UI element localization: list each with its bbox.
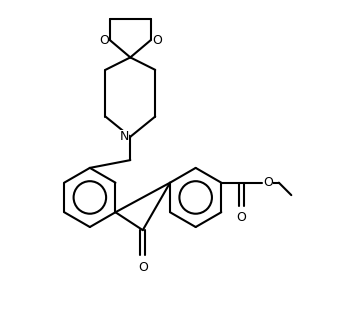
Text: O: O xyxy=(263,176,273,189)
Text: O: O xyxy=(138,261,148,274)
Text: O: O xyxy=(99,34,109,47)
Text: O: O xyxy=(236,211,246,224)
Text: N: N xyxy=(119,130,129,143)
Text: O: O xyxy=(152,34,162,47)
